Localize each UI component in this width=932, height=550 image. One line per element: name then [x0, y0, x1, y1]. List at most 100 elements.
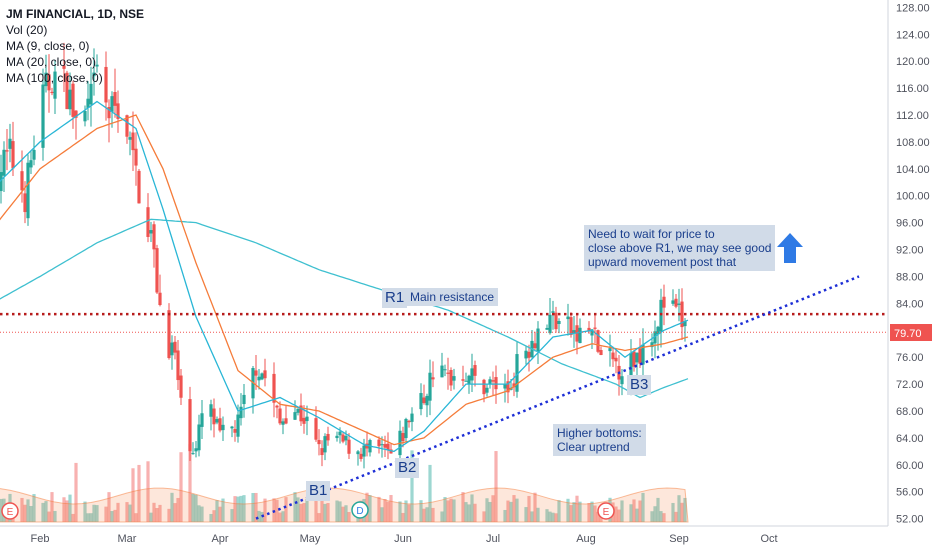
price-tick-label: 60.00: [896, 460, 924, 472]
volume-bar: [473, 503, 477, 522]
volume-bar: [344, 505, 348, 522]
price-tick-label: 68.00: [896, 406, 924, 418]
higher-bottoms-note: Higher bottoms: Clear uptrend: [553, 424, 646, 456]
price-tick-label: 112.00: [896, 110, 929, 122]
candle-body: [467, 375, 471, 384]
volume-bar: [431, 507, 435, 522]
ma20-line: [0, 114, 689, 446]
candle-body: [53, 71, 57, 99]
volume-bar: [95, 505, 99, 522]
candle-body: [305, 416, 309, 422]
candle-body: [632, 351, 636, 367]
candle-body: [425, 395, 429, 406]
candle-body: [95, 64, 99, 67]
price-tick-label: 108.00: [896, 137, 930, 149]
volume-bar: [302, 503, 306, 522]
candle-body: [131, 132, 135, 151]
volume-bar: [425, 507, 429, 522]
volume-bar: [293, 492, 297, 522]
candle-body: [194, 448, 198, 452]
volume-bar: [527, 495, 531, 522]
price-tick-label: 96.00: [896, 218, 924, 230]
price-tick-label: 72.00: [896, 379, 924, 391]
volume-bar: [146, 461, 150, 522]
volume-bar: [284, 497, 288, 522]
candle-body: [188, 399, 192, 452]
event-marker-e1-text: E: [7, 507, 14, 518]
time-tick-label: Feb: [31, 533, 50, 545]
volume-bar: [335, 500, 339, 522]
volume-bar: [482, 511, 486, 522]
candle-body: [503, 383, 507, 389]
b1-label: B1: [306, 481, 331, 501]
volume-bar: [506, 500, 510, 522]
candle-body: [431, 377, 435, 380]
candle-body: [620, 376, 624, 385]
volume-bar: [239, 495, 243, 522]
volume-ma-band: [0, 487, 689, 523]
candle-body: [452, 376, 456, 381]
volume-bar: [554, 513, 558, 522]
last-price-label: 79.70: [890, 324, 932, 341]
candle-body: [578, 327, 582, 344]
event-marker-d1[interactable]: D: [351, 501, 369, 519]
candle-body: [254, 370, 258, 376]
volume-bar: [515, 498, 519, 522]
legend-line-vol: Vol (20): [6, 23, 48, 37]
volume-bar: [659, 511, 663, 522]
candle-body: [485, 387, 489, 393]
time-tick-label: Mar: [118, 533, 137, 545]
time-tick-label: Oct: [760, 533, 777, 545]
volume-bar: [32, 494, 36, 522]
price-tick-label: 100.00: [896, 191, 930, 203]
price-tick-label: 120.00: [896, 56, 930, 68]
candle-body: [302, 417, 306, 424]
candle-body: [293, 412, 297, 420]
candle-body: [527, 351, 531, 358]
volume-bar: [299, 503, 303, 522]
event-marker-e1[interactable]: E: [1, 502, 19, 520]
candle-body: [200, 413, 204, 427]
candle-body: [137, 170, 141, 204]
candle-body: [89, 83, 93, 105]
candle-body: [2, 149, 6, 176]
candle-body: [545, 327, 549, 330]
volume-bar: [674, 511, 678, 522]
candle-body: [272, 373, 276, 403]
volume-bar: [236, 496, 240, 522]
volume-bar: [440, 511, 444, 522]
candle-body: [557, 320, 561, 325]
wait-note-line-1: Need to wait for price to: [588, 227, 715, 241]
candle-body: [422, 397, 426, 404]
candle-body: [680, 301, 684, 328]
volume-bar: [683, 497, 687, 522]
candle-body: [389, 449, 393, 454]
candle-body: [209, 404, 213, 417]
candle-body: [110, 96, 114, 112]
candle-body: [62, 65, 66, 69]
higher-bottoms-line-1: Higher bottoms:: [557, 426, 642, 440]
volume-bar: [509, 501, 513, 522]
candle-body: [347, 439, 351, 454]
volume-bar: [536, 507, 540, 522]
price-tick-label: 76.00: [896, 352, 924, 364]
volume-bar: [125, 502, 129, 522]
volume-bar: [650, 511, 654, 522]
volume-bar: [419, 500, 423, 522]
volume-bar: [428, 464, 432, 522]
candle-body: [341, 434, 345, 442]
price-tick-label: 56.00: [896, 487, 924, 499]
volume-bar: [671, 502, 675, 522]
volume-bar: [209, 513, 213, 522]
volume-bar: [401, 512, 405, 522]
candle-body: [566, 316, 570, 320]
event-marker-e2[interactable]: E: [597, 502, 615, 520]
candle-body: [257, 376, 261, 381]
ma100-line: [0, 218, 689, 399]
candle-body: [629, 352, 633, 381]
trend-line[interactable]: [255, 275, 860, 520]
candle-body: [380, 444, 384, 446]
candle-body: [5, 150, 9, 152]
volume-bar: [662, 513, 666, 522]
